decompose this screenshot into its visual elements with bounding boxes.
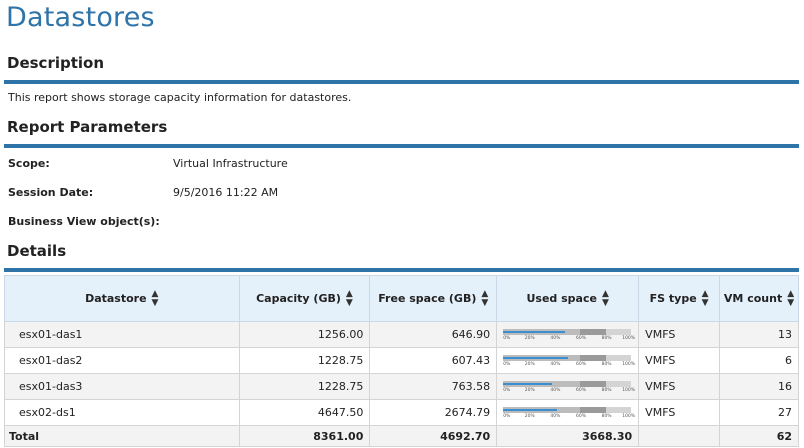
used-space-bar: 0% 20% 40% 60% 80% 100% xyxy=(503,380,635,394)
bar-band xyxy=(579,406,606,413)
bar-tick-label: 20% xyxy=(524,335,535,341)
total-fs-type xyxy=(638,425,721,447)
datastore-name: esx01-das1 xyxy=(4,321,240,348)
fs-type-cell: VMFS xyxy=(638,399,721,426)
used-space-bar: 0% 20% 40% 60% 80% 100% xyxy=(503,328,635,342)
details-rule xyxy=(4,268,799,272)
total-label: Total xyxy=(4,425,240,447)
capacity-cell: 1256.00 xyxy=(238,321,371,348)
description-text: This report shows storage capacity infor… xyxy=(8,91,352,104)
vm-count-cell: 16 xyxy=(719,373,799,400)
bar-band xyxy=(579,380,606,387)
sort-icon[interactable]: ▲ ▼ xyxy=(345,288,353,308)
table-row: esx01-das2 1228.75 607.43 0% 20% 40% 60% 80%… xyxy=(4,347,799,374)
report-parameters-header: Report Parameters xyxy=(7,118,168,136)
bar-tick-label: 100% xyxy=(622,361,636,367)
bar-tick-label: 60% xyxy=(575,387,586,393)
bar-tick-label: 20% xyxy=(524,361,535,367)
bar-band xyxy=(579,328,606,335)
sort-icon[interactable]: ▲ ▼ xyxy=(151,288,159,308)
bar-tick-label: 20% xyxy=(524,413,535,419)
vm-count-cell: 6 xyxy=(719,347,799,374)
fs-type-cell: VMFS xyxy=(638,347,721,374)
bar-tick-label: 0% xyxy=(503,335,511,341)
bar-tick-label: 60% xyxy=(575,413,586,419)
used-space-bar: 0% 20% 40% 60% 80% 100% xyxy=(503,354,635,368)
bar-tick-label: 40% xyxy=(550,413,561,419)
used-space-cell: 0% 20% 40% 60% 80% 100% xyxy=(496,321,640,348)
used-space-bar: 0% 20% 40% 60% 80% 100% xyxy=(503,406,635,420)
column-header-capacity[interactable]: Capacity (GB) ▲ ▼ xyxy=(238,275,371,322)
report-parameters-rule xyxy=(4,144,799,148)
total-vm-count: 62 xyxy=(719,425,799,447)
total-capacity: 8361.00 xyxy=(238,425,371,447)
table-row: esx02-ds1 4647.50 2674.79 0% 20% 40% 60% 80%… xyxy=(4,399,799,426)
total-free-space: 4692.70 xyxy=(369,425,498,447)
bar-tick-label: 80% xyxy=(601,335,612,341)
bar-tick-label: 40% xyxy=(550,361,561,367)
used-space-cell: 0% 20% 40% 60% 80% 100% xyxy=(496,347,640,374)
table-row: esx01-das1 1256.00 646.90 0% 20% 40% 60% 80%… xyxy=(4,321,799,348)
description-header: Description xyxy=(7,54,105,72)
param-session-date-label: Session Date: xyxy=(8,186,94,199)
param-session-date-value: 9/5/2016 11:22 AM xyxy=(173,186,279,199)
table-total-row: Total 8361.00 4692.70 3668.30 62 xyxy=(4,425,799,447)
bar-tick-label: 0% xyxy=(503,361,511,367)
bar-tick-label: 80% xyxy=(601,413,612,419)
table-row: esx01-das3 1228.75 763.58 0% 20% 40% 60% 80%… xyxy=(4,373,799,400)
page-title: Datastores xyxy=(6,2,155,33)
bar-tick-label: 100% xyxy=(622,413,636,419)
description-rule xyxy=(4,80,799,84)
capacity-cell: 4647.50 xyxy=(238,399,371,426)
total-used-space: 3668.30 xyxy=(496,425,640,447)
column-header-datastore[interactable]: Datastore ▲ ▼ xyxy=(4,275,240,322)
column-header-vm-count[interactable]: VM count ▲ ▼ xyxy=(719,275,799,322)
free-space-cell: 646.90 xyxy=(369,321,498,348)
datastore-name: esx02-ds1 xyxy=(4,399,240,426)
bar-band xyxy=(579,354,606,361)
fs-type-cell: VMFS xyxy=(638,373,721,400)
bar-fill xyxy=(503,330,566,333)
bar-tick-label: 0% xyxy=(503,413,511,419)
param-business-view-label: Business View object(s): xyxy=(8,215,160,228)
capacity-cell: 1228.75 xyxy=(238,347,371,374)
bar-tick-label: 80% xyxy=(601,387,612,393)
vm-count-cell: 27 xyxy=(719,399,799,426)
datastores-table: Datastore ▲ ▼ Capacity (GB) ▲ ▼ Free space (… xyxy=(4,275,799,447)
free-space-cell: 763.58 xyxy=(369,373,498,400)
bar-tick-label: 100% xyxy=(622,387,636,393)
bar-tick-label: 80% xyxy=(601,361,612,367)
bar-tick-label: 60% xyxy=(575,361,586,367)
used-space-cell: 0% 20% 40% 60% 80% 100% xyxy=(496,399,640,426)
bar-tick-label: 0% xyxy=(503,387,511,393)
sort-icon[interactable]: ▲ ▼ xyxy=(601,288,609,308)
bar-fill xyxy=(503,382,552,385)
param-scope-value: Virtual Infrastructure xyxy=(173,157,288,170)
sort-icon[interactable]: ▲ ▼ xyxy=(481,288,489,308)
datastore-name: esx01-das3 xyxy=(4,373,240,400)
capacity-cell: 1228.75 xyxy=(238,373,371,400)
column-header-fs-type[interactable]: FS type ▲ ▼ xyxy=(638,275,721,322)
bar-tick-label: 100% xyxy=(622,335,636,341)
column-header-used-space[interactable]: Used space ▲ ▼ xyxy=(496,275,640,322)
sort-icon[interactable]: ▲ ▼ xyxy=(787,288,795,308)
bar-tick-label: 40% xyxy=(550,387,561,393)
used-space-cell: 0% 20% 40% 60% 80% 100% xyxy=(496,373,640,400)
free-space-cell: 607.43 xyxy=(369,347,498,374)
fs-type-cell: VMFS xyxy=(638,321,721,348)
table-header-row: Datastore ▲ ▼ Capacity (GB) ▲ ▼ Free space (… xyxy=(4,275,799,322)
datastore-name: esx01-das2 xyxy=(4,347,240,374)
bar-fill xyxy=(503,356,568,359)
vm-count-cell: 13 xyxy=(719,321,799,348)
details-header: Details xyxy=(7,242,67,260)
param-scope-label: Scope: xyxy=(8,157,50,170)
bar-tick-label: 20% xyxy=(524,387,535,393)
free-space-cell: 2674.79 xyxy=(369,399,498,426)
bar-fill xyxy=(503,408,558,411)
sort-icon[interactable]: ▲ ▼ xyxy=(701,288,709,308)
bar-tick-label: 40% xyxy=(550,335,561,341)
column-header-free-space[interactable]: Free space (GB) ▲ ▼ xyxy=(369,275,498,322)
bar-tick-label: 60% xyxy=(575,335,586,341)
